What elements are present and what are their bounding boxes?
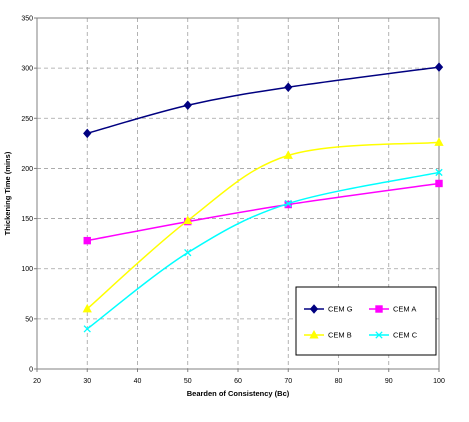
data-point-cem-c	[184, 249, 192, 257]
x-axis-title: Bearden of Consistency (Bc)	[187, 389, 290, 398]
x-tick-label: 80	[335, 378, 343, 385]
x-tick-label: 40	[134, 378, 142, 385]
legend-marker-cem-g	[309, 304, 319, 314]
y-tick-label: 200	[21, 166, 33, 173]
y-tick-label: 350	[21, 16, 33, 23]
data-point-cem-c	[83, 325, 91, 333]
legend-item-cem-a: CEM A	[369, 305, 416, 314]
x-tick-label: 70	[284, 378, 292, 385]
y-tick-label: 50	[25, 316, 33, 323]
data-point-cem-b	[283, 150, 293, 159]
x-tick-label: 30	[83, 378, 91, 385]
series-group	[82, 62, 444, 333]
series-line-cem-c	[86, 171, 440, 330]
data-point-cem-g	[434, 62, 444, 72]
series-line-cem-b	[86, 141, 440, 310]
x-tick-label: 50	[184, 378, 192, 385]
legend-marker-cem-c	[375, 331, 383, 339]
series-cem-b	[82, 137, 444, 313]
axis-ticks: 20 30 40 50 60 70 80 90 100 0 50 100 150 200 250 300 350	[21, 16, 445, 386]
legend-marker-cem-a	[375, 305, 383, 313]
data-point-cem-c	[284, 199, 292, 208]
series-cem-g	[83, 62, 444, 139]
data-point-cem-b	[434, 137, 444, 146]
data-point-cem-b	[183, 215, 193, 225]
series-cem-c	[83, 168, 443, 333]
data-point-cem-a	[435, 179, 443, 188]
y-axis-title: Thickening Time (mins)	[3, 151, 12, 235]
x-tick-label: 20	[33, 378, 41, 385]
data-point-cem-c	[435, 168, 443, 177]
data-point-cem-g	[284, 82, 293, 92]
y-tick-label: 150	[21, 216, 33, 223]
legend-label-cem-g: CEM G	[328, 305, 353, 314]
series-line-cem-a	[87, 182, 440, 242]
series-line-cem-g	[87, 66, 440, 135]
y-tick-label: 0	[29, 367, 33, 374]
legend-label-cem-b: CEM B	[328, 331, 352, 340]
legend-item-cem-c: CEM C	[369, 331, 418, 340]
x-tick-label: 100	[433, 378, 445, 385]
x-tick-label: 60	[234, 378, 242, 385]
y-tick-label: 300	[21, 66, 33, 73]
legend-item-cem-g: CEM G	[304, 304, 353, 314]
x-tick-label: 90	[385, 378, 393, 385]
legend-box	[295, 286, 437, 356]
data-point-cem-b	[82, 303, 92, 313]
legend-label-cem-a: CEM A	[393, 305, 416, 314]
legend-label-cem-c: CEM C	[393, 331, 418, 340]
y-tick-label: 100	[21, 266, 33, 273]
legend: CEM G CEM A CEM B CEM C	[295, 286, 437, 356]
legend-item-cem-b: CEM B	[304, 329, 352, 340]
legend-marker-cem-b	[309, 329, 319, 339]
data-point-cem-g	[83, 128, 92, 139]
data-point-cem-g	[183, 100, 192, 111]
y-tick-label: 250	[21, 116, 33, 123]
data-point-cem-a	[83, 236, 91, 245]
